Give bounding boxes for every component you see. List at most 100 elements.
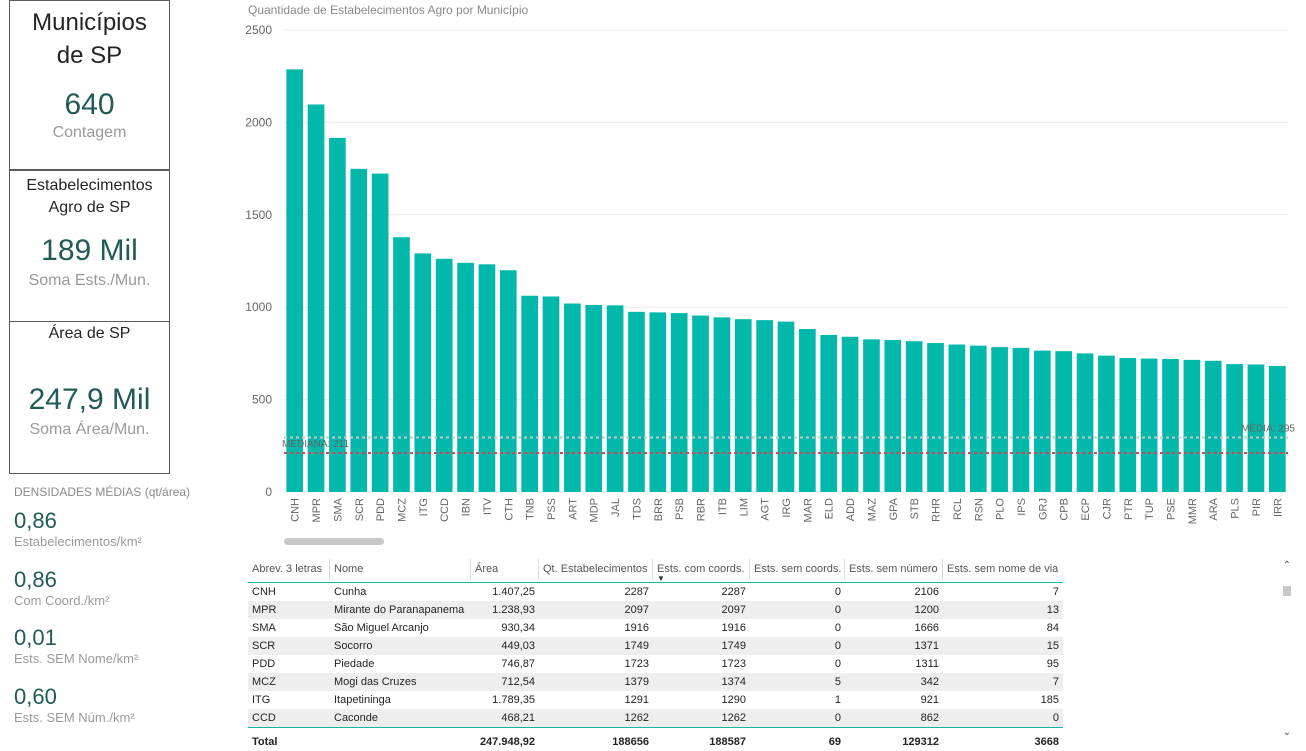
table-cell: 930,34	[471, 619, 539, 637]
table-cell: 1	[750, 691, 845, 709]
bar-art[interactable]	[564, 304, 581, 492]
x-tick-label: RSN	[973, 498, 985, 521]
column-header[interactable]: Nome	[330, 556, 471, 583]
bar-itv[interactable]	[479, 264, 496, 492]
density-value: 0,86	[14, 567, 109, 593]
bar-ccd[interactable]	[436, 259, 453, 492]
bar-cth[interactable]	[500, 270, 517, 492]
density-label: Ests. SEM Núm./km²	[14, 710, 135, 725]
bar-stb[interactable]	[906, 341, 923, 492]
x-tick-label: ITB	[717, 498, 729, 515]
bar-ips[interactable]	[1013, 348, 1030, 492]
bar-pss[interactable]	[543, 296, 560, 492]
bar-psb[interactable]	[671, 313, 688, 492]
bar-mar[interactable]	[799, 329, 816, 492]
column-header[interactable]: Ests. sem coords.	[750, 556, 845, 583]
table-cell: Itapetininga	[330, 691, 471, 709]
bar-cjr[interactable]	[1098, 356, 1115, 492]
bar-ecp[interactable]	[1077, 353, 1094, 492]
x-tick-label: MCZ	[396, 498, 408, 522]
bar-ptr[interactable]	[1119, 358, 1136, 492]
bar-cpb[interactable]	[1055, 351, 1072, 492]
bar-irg[interactable]	[778, 322, 795, 492]
column-header-sorted[interactable]: Ests. com coords.▼	[653, 556, 750, 583]
column-header[interactable]: Qt. Estabelecimentos	[539, 556, 653, 583]
bar-pdd[interactable]	[372, 174, 389, 492]
bar-tds[interactable]	[628, 312, 645, 492]
table-cell: 1262	[653, 709, 750, 728]
table-cell: 921	[845, 691, 943, 709]
chevron-down-icon[interactable]: ⌄	[1281, 727, 1293, 738]
bar-maz[interactable]	[863, 339, 880, 492]
table-cell: Mirante do Paranapanema	[330, 601, 471, 619]
x-tick-label: PSB	[674, 498, 686, 520]
chart-horizontal-scrollbar[interactable]	[284, 538, 384, 545]
bar-tnb[interactable]	[521, 296, 538, 492]
column-header[interactable]: Abrev. 3 letras	[248, 556, 330, 583]
table-cell: 1311	[845, 655, 943, 673]
table-cell: 1.789,35	[471, 691, 539, 709]
x-tick-label: TDS	[631, 498, 643, 520]
bar-rcl[interactable]	[949, 345, 966, 492]
column-header[interactable]: Área	[471, 556, 539, 583]
scrollbar-thumb[interactable]	[1283, 586, 1291, 596]
bar-brr[interactable]	[649, 312, 666, 492]
table-cell: MPR	[248, 601, 330, 619]
bar-rbr[interactable]	[692, 316, 709, 492]
x-tick-label: PLO	[995, 498, 1007, 520]
bar-mdp[interactable]	[585, 305, 602, 492]
table-vertical-scrollbar[interactable]: ⌃ ⌄	[1281, 560, 1293, 738]
density-estabelecimentos: 0,86 Estabelecimentos/km²	[14, 508, 142, 549]
bar-mpr[interactable]	[308, 104, 325, 492]
bar-jal[interactable]	[607, 305, 624, 492]
table-cell: 15	[943, 637, 1063, 655]
bar-gpa[interactable]	[884, 340, 901, 492]
x-tick-label: MPR	[311, 498, 323, 523]
bar-ara[interactable]	[1205, 361, 1222, 492]
bar-mcz[interactable]	[393, 237, 410, 492]
table-cell: CNH	[248, 583, 330, 602]
table-cell: 0	[750, 583, 845, 602]
table-cell: 0	[750, 637, 845, 655]
bar-pse[interactable]	[1162, 359, 1179, 492]
chevron-up-icon[interactable]: ⌃	[1281, 560, 1293, 571]
bar-add[interactable]	[842, 337, 859, 492]
x-tick-label: MAR	[802, 498, 814, 523]
table-cell: 7	[943, 583, 1063, 602]
bar-tup[interactable]	[1141, 359, 1158, 492]
bar-cnh[interactable]	[286, 69, 303, 492]
card-area-value: 247,9 Mil	[10, 383, 169, 417]
bar-grj[interactable]	[1034, 351, 1051, 492]
table-cell: 188587	[653, 728, 750, 751]
table-cell: Piedade	[330, 655, 471, 673]
card-estabelecimentos-title-line2: Agro de SP	[10, 197, 169, 219]
x-tick-label: JAL	[610, 498, 622, 517]
bar-rhr[interactable]	[927, 343, 944, 492]
bar-lim[interactable]	[735, 319, 752, 492]
bar-plo[interactable]	[991, 347, 1008, 492]
x-tick-label: CCD	[439, 498, 451, 522]
table-cell: 2097	[539, 601, 653, 619]
bar-itg[interactable]	[415, 253, 432, 492]
bar-rsn[interactable]	[970, 346, 987, 492]
bar-scr[interactable]	[350, 169, 367, 492]
column-header[interactable]: Ests. sem número	[845, 556, 943, 583]
y-tick-label: 1000	[245, 300, 272, 314]
bar-eld[interactable]	[820, 335, 837, 492]
bar-ibn[interactable]	[457, 263, 474, 492]
column-header[interactable]: Ests. sem nome de via	[943, 556, 1063, 583]
chart-title: Quantidade de Estabelecimentos Agro por …	[248, 3, 528, 17]
bar-itb[interactable]	[714, 317, 731, 492]
x-tick-label: SCR	[354, 498, 366, 521]
bar-mmr[interactable]	[1184, 360, 1201, 492]
bar-agt[interactable]	[756, 320, 773, 492]
density-sem-num: 0,60 Ests. SEM Núm./km²	[14, 684, 135, 725]
